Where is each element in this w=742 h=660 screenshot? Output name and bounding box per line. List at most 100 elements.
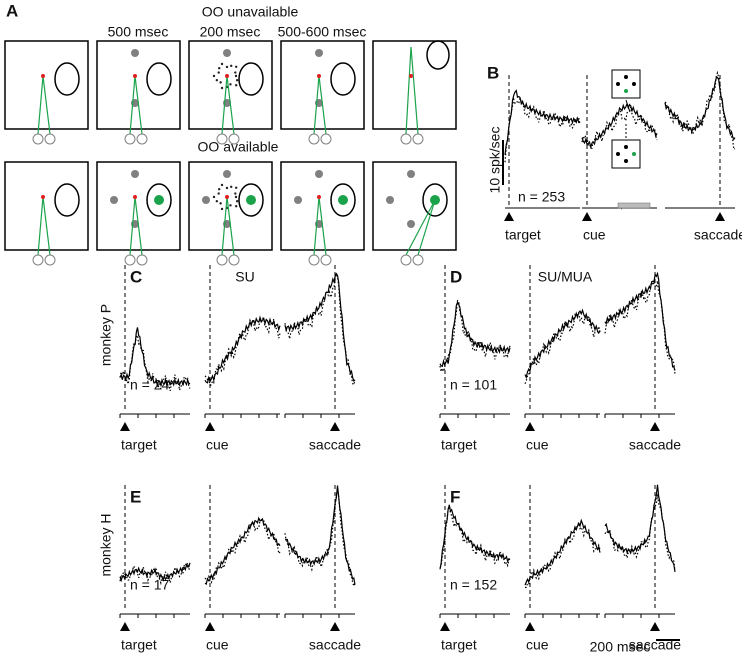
fixation xyxy=(225,74,229,78)
task-frame xyxy=(188,40,273,130)
target-ring xyxy=(54,62,80,96)
n-label: n = 24 xyxy=(130,377,170,393)
gaze-line xyxy=(226,75,235,135)
gaze-line xyxy=(318,75,327,135)
mask-dot xyxy=(235,200,239,203)
eye xyxy=(320,133,332,145)
mask-dot xyxy=(217,71,220,74)
eye xyxy=(124,133,136,145)
gaze-line xyxy=(42,75,51,135)
event-label: saccade xyxy=(629,437,681,453)
mask-dot xyxy=(218,188,221,191)
mask-dot xyxy=(225,186,229,190)
task-frame xyxy=(96,40,181,130)
fixation xyxy=(133,195,137,199)
panel-label: F xyxy=(450,487,460,506)
panel-label: A xyxy=(6,1,18,20)
trace-dotted xyxy=(664,70,736,151)
target-ring xyxy=(238,62,264,96)
event-marker xyxy=(205,422,215,431)
mask-dot xyxy=(212,195,216,199)
n-label: n = 152 xyxy=(450,577,497,593)
trace-dotted xyxy=(284,489,356,589)
inset-dot xyxy=(624,145,628,149)
event-marker xyxy=(525,622,535,631)
cue-dot xyxy=(315,49,323,57)
event-marker xyxy=(504,212,514,221)
eye xyxy=(320,254,332,266)
eye xyxy=(412,254,424,266)
event-marker xyxy=(715,212,725,221)
eye xyxy=(216,254,228,266)
event-label: target xyxy=(441,437,477,453)
subject-label: monkey H xyxy=(98,513,114,576)
inset-dot xyxy=(624,159,628,163)
event-label: cue xyxy=(206,437,229,453)
gaze-line xyxy=(405,46,412,135)
cue-dot xyxy=(110,196,118,204)
scale-bar-label: 200 msec xyxy=(590,639,651,655)
fixation xyxy=(317,74,321,78)
epoch-label: 500 msec xyxy=(108,24,169,40)
eye xyxy=(32,254,44,266)
event-label: cue xyxy=(526,637,549,653)
event-label: target xyxy=(441,637,477,653)
event-marker xyxy=(120,422,130,431)
trace-dotted xyxy=(204,519,281,584)
inset-dot xyxy=(632,152,636,156)
mask-dot xyxy=(234,195,238,199)
event-label: target xyxy=(121,437,157,453)
mask-dot xyxy=(215,200,219,203)
mask-dot xyxy=(234,186,238,190)
target-ring xyxy=(330,183,356,217)
trace-dotted xyxy=(581,104,658,149)
n-label: n = 17 xyxy=(130,577,170,593)
epoch-label: 500-600 msec xyxy=(278,24,367,40)
trace xyxy=(439,505,511,570)
event-marker xyxy=(205,622,215,631)
subject-label: monkey P xyxy=(98,304,114,366)
event-marker xyxy=(440,622,450,631)
mask-dot xyxy=(220,207,224,211)
cue-dot xyxy=(223,49,231,57)
eye xyxy=(228,133,240,145)
task-frame xyxy=(372,40,457,130)
mask-dot xyxy=(230,64,233,68)
gaze-line xyxy=(226,196,235,256)
event-marker xyxy=(650,622,660,631)
inset-dot xyxy=(632,82,636,86)
eye xyxy=(308,133,320,145)
n-label: n = 253 xyxy=(518,189,565,205)
event-label: cue xyxy=(206,637,229,653)
mask-dot xyxy=(230,185,233,189)
event-label: saccade xyxy=(309,637,361,653)
fixation xyxy=(41,195,45,199)
eye xyxy=(44,133,56,145)
event-label: cue xyxy=(526,437,549,453)
trace-dotted xyxy=(439,504,511,569)
event-label: saccade xyxy=(629,637,681,653)
panel-title: SU xyxy=(235,269,254,285)
event-label: saccade xyxy=(309,437,361,453)
task-frame xyxy=(4,40,89,130)
eye xyxy=(32,133,44,145)
gaze-line xyxy=(410,46,419,135)
event-marker xyxy=(120,622,130,631)
option-dot xyxy=(154,195,164,205)
fixation xyxy=(133,74,137,78)
mask-dot xyxy=(235,79,239,82)
mask-dot xyxy=(234,204,238,208)
panel-label: B xyxy=(487,63,499,82)
option-dot xyxy=(246,195,256,205)
pointer xyxy=(625,99,631,113)
target-ring xyxy=(426,40,450,70)
gaze-line xyxy=(221,196,228,256)
event-marker xyxy=(582,212,592,221)
task-frame xyxy=(96,161,181,251)
fixation xyxy=(225,195,229,199)
eye xyxy=(400,254,412,266)
trace-dotted xyxy=(524,521,601,589)
gaze-line xyxy=(129,75,136,135)
event-label: cue xyxy=(583,227,606,243)
